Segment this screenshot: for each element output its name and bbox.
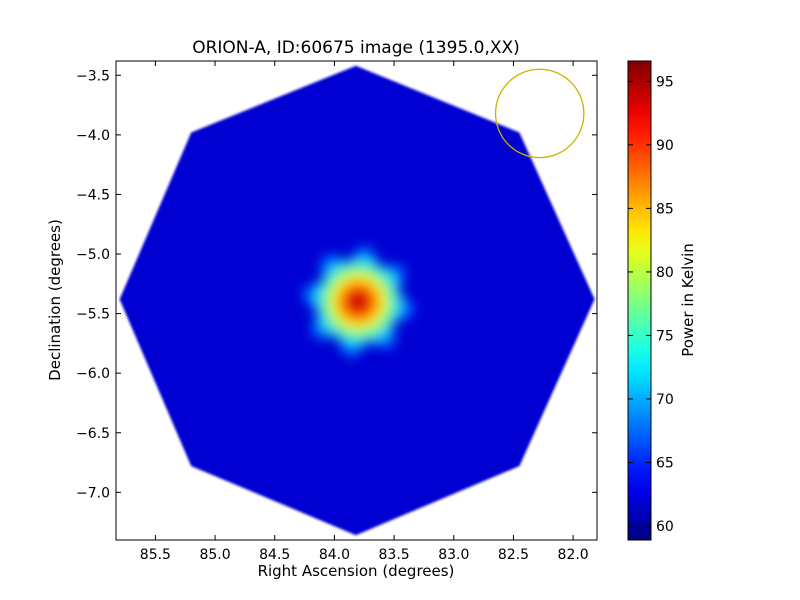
y-tick-label: −7.0 [76,485,110,501]
colorbar-tick-label: 70 [656,392,674,408]
colorbar-tick-label: 85 [656,201,674,217]
colorbar-frame [627,60,652,541]
x-axis-label: Right Ascension (degrees) [258,562,455,580]
x-tick-label: 83.5 [379,547,410,563]
y-tick-label: −5.5 [76,307,110,323]
colorbar-tick-label: 60 [656,519,674,535]
y-tick-label: −4.5 [76,187,110,203]
y-tick-label: −4.0 [76,128,110,144]
x-tick-label: 83.0 [438,547,469,563]
colorbar-label: Power in Kelvin [679,243,697,357]
beam-circle [494,68,585,159]
colorbar-tick-label: 65 [656,455,674,471]
plot-frame [115,60,598,541]
y-tick-label: −6.0 [76,366,110,382]
chart-title: ORION-A, ID:60675 image (1395.0,XX) [192,38,520,58]
x-tick-label: 85.0 [199,547,230,563]
y-axis-label: Declination (degrees) [46,219,64,381]
y-axis-ticks: −3.5 −4.0 −4.5 −5.0 −5.5 −6.0 −6.5 −7.0 [76,68,597,501]
bright-source-emission [293,236,424,367]
y-tick-label: −6.5 [76,426,110,442]
colorbar [628,61,651,540]
x-tick-label: 84.5 [259,547,290,563]
x-tick-label: 85.5 [140,547,171,563]
y-tick-label: −5.0 [76,247,110,263]
colorbar-tick-label: 80 [656,265,674,281]
x-tick-label: 84.0 [319,547,350,563]
colorbar-tick-label: 90 [656,138,674,154]
x-axis-ticks: 85.5 85.0 84.5 84.0 83.5 83.0 82.5 82.0 [140,61,589,563]
x-tick-label: 82.5 [498,547,529,563]
colorbar-tick-label: 75 [656,328,674,344]
x-tick-label: 82.0 [558,547,589,563]
source-layer [293,236,424,367]
colorbar-ticks: 60 65 70 75 80 85 90 95 [628,74,674,535]
y-tick-label: −3.5 [76,68,110,84]
plot-area [119,65,595,536]
colorbar-tick-label: 95 [656,74,674,90]
